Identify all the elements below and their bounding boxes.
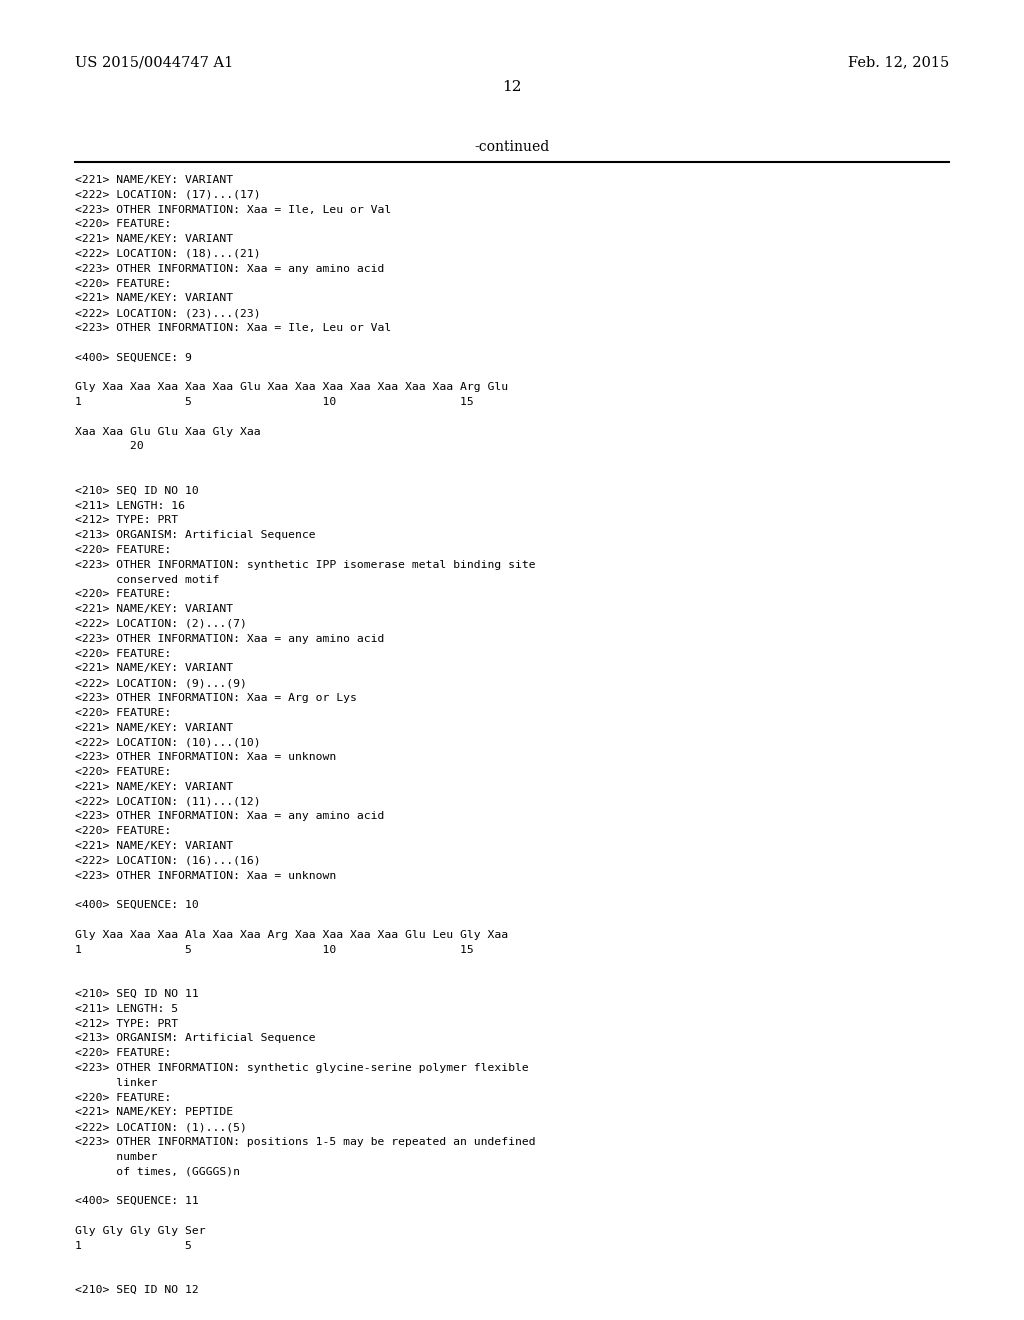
Text: 1               5                   10                  15: 1 5 10 15 xyxy=(75,945,474,954)
Text: -continued: -continued xyxy=(474,140,550,154)
Text: <221> NAME/KEY: VARIANT: <221> NAME/KEY: VARIANT xyxy=(75,781,233,792)
Text: <223> OTHER INFORMATION: Xaa = Ile, Leu or Val: <223> OTHER INFORMATION: Xaa = Ile, Leu … xyxy=(75,323,391,333)
Text: <222> LOCATION: (17)...(17): <222> LOCATION: (17)...(17) xyxy=(75,190,261,199)
Text: <220> FEATURE:: <220> FEATURE: xyxy=(75,219,171,230)
Text: of times, (GGGGS)n: of times, (GGGGS)n xyxy=(75,1167,240,1176)
Text: <220> FEATURE:: <220> FEATURE: xyxy=(75,545,171,554)
Text: <222> LOCATION: (9)...(9): <222> LOCATION: (9)...(9) xyxy=(75,678,247,688)
Text: <221> NAME/KEY: VARIANT: <221> NAME/KEY: VARIANT xyxy=(75,234,233,244)
Text: <221> NAME/KEY: VARIANT: <221> NAME/KEY: VARIANT xyxy=(75,722,233,733)
Text: <222> LOCATION: (11)...(12): <222> LOCATION: (11)...(12) xyxy=(75,796,261,807)
Text: <221> NAME/KEY: VARIANT: <221> NAME/KEY: VARIANT xyxy=(75,293,233,304)
Text: <213> ORGANISM: Artificial Sequence: <213> ORGANISM: Artificial Sequence xyxy=(75,1034,315,1043)
Text: Gly Gly Gly Gly Ser: Gly Gly Gly Gly Ser xyxy=(75,1226,206,1236)
Text: <210> SEQ ID NO 12: <210> SEQ ID NO 12 xyxy=(75,1284,199,1295)
Text: Feb. 12, 2015: Feb. 12, 2015 xyxy=(848,55,949,69)
Text: <222> LOCATION: (2)...(7): <222> LOCATION: (2)...(7) xyxy=(75,619,247,630)
Text: Gly Xaa Xaa Xaa Ala Xaa Xaa Arg Xaa Xaa Xaa Xaa Glu Leu Gly Xaa: Gly Xaa Xaa Xaa Ala Xaa Xaa Arg Xaa Xaa … xyxy=(75,929,508,940)
Text: <222> LOCATION: (16)...(16): <222> LOCATION: (16)...(16) xyxy=(75,855,261,866)
Text: <400> SEQUENCE: 9: <400> SEQUENCE: 9 xyxy=(75,352,191,363)
Text: <220> FEATURE:: <220> FEATURE: xyxy=(75,590,171,599)
Text: <210> SEQ ID NO 10: <210> SEQ ID NO 10 xyxy=(75,486,199,496)
Text: <212> TYPE: PRT: <212> TYPE: PRT xyxy=(75,1019,178,1028)
Text: <220> FEATURE:: <220> FEATURE: xyxy=(75,708,171,718)
Text: conserved motif: conserved motif xyxy=(75,574,219,585)
Text: 20: 20 xyxy=(75,441,143,451)
Text: linker: linker xyxy=(75,1078,158,1088)
Text: <220> FEATURE:: <220> FEATURE: xyxy=(75,767,171,777)
Text: <222> LOCATION: (23)...(23): <222> LOCATION: (23)...(23) xyxy=(75,308,261,318)
Text: 1               5                   10                  15: 1 5 10 15 xyxy=(75,397,474,407)
Text: <220> FEATURE:: <220> FEATURE: xyxy=(75,1093,171,1102)
Text: Gly Xaa Xaa Xaa Xaa Xaa Glu Xaa Xaa Xaa Xaa Xaa Xaa Xaa Arg Glu: Gly Xaa Xaa Xaa Xaa Xaa Glu Xaa Xaa Xaa … xyxy=(75,383,508,392)
Text: <223> OTHER INFORMATION: Xaa = any amino acid: <223> OTHER INFORMATION: Xaa = any amino… xyxy=(75,812,384,821)
Text: <221> NAME/KEY: PEPTIDE: <221> NAME/KEY: PEPTIDE xyxy=(75,1107,233,1118)
Text: <220> FEATURE:: <220> FEATURE: xyxy=(75,826,171,836)
Text: <212> TYPE: PRT: <212> TYPE: PRT xyxy=(75,515,178,525)
Text: <223> OTHER INFORMATION: Xaa = Ile, Leu or Val: <223> OTHER INFORMATION: Xaa = Ile, Leu … xyxy=(75,205,391,215)
Text: number: number xyxy=(75,1152,158,1162)
Text: <223> OTHER INFORMATION: synthetic glycine-serine polymer flexible: <223> OTHER INFORMATION: synthetic glyci… xyxy=(75,1063,528,1073)
Text: <221> NAME/KEY: VARIANT: <221> NAME/KEY: VARIANT xyxy=(75,176,233,185)
Text: 12: 12 xyxy=(502,81,522,94)
Text: <223> OTHER INFORMATION: Xaa = unknown: <223> OTHER INFORMATION: Xaa = unknown xyxy=(75,752,336,762)
Text: US 2015/0044747 A1: US 2015/0044747 A1 xyxy=(75,55,233,69)
Text: <220> FEATURE:: <220> FEATURE: xyxy=(75,279,171,289)
Text: <223> OTHER INFORMATION: synthetic IPP isomerase metal binding site: <223> OTHER INFORMATION: synthetic IPP i… xyxy=(75,560,536,570)
Text: <400> SEQUENCE: 11: <400> SEQUENCE: 11 xyxy=(75,1196,199,1206)
Text: Xaa Xaa Glu Glu Xaa Gly Xaa: Xaa Xaa Glu Glu Xaa Gly Xaa xyxy=(75,426,261,437)
Text: <220> FEATURE:: <220> FEATURE: xyxy=(75,1048,171,1059)
Text: <222> LOCATION: (10)...(10): <222> LOCATION: (10)...(10) xyxy=(75,738,261,747)
Text: <221> NAME/KEY: VARIANT: <221> NAME/KEY: VARIANT xyxy=(75,841,233,851)
Text: <222> LOCATION: (1)...(5): <222> LOCATION: (1)...(5) xyxy=(75,1122,247,1133)
Text: <221> NAME/KEY: VARIANT: <221> NAME/KEY: VARIANT xyxy=(75,664,233,673)
Text: <211> LENGTH: 5: <211> LENGTH: 5 xyxy=(75,1003,178,1014)
Text: <223> OTHER INFORMATION: Xaa = Arg or Lys: <223> OTHER INFORMATION: Xaa = Arg or Ly… xyxy=(75,693,357,704)
Text: <223> OTHER INFORMATION: positions 1-5 may be repeated an undefined: <223> OTHER INFORMATION: positions 1-5 m… xyxy=(75,1137,536,1147)
Text: <213> ORGANISM: Artificial Sequence: <213> ORGANISM: Artificial Sequence xyxy=(75,531,315,540)
Text: 1               5: 1 5 xyxy=(75,1241,191,1250)
Text: <220> FEATURE:: <220> FEATURE: xyxy=(75,648,171,659)
Text: <210> SEQ ID NO 11: <210> SEQ ID NO 11 xyxy=(75,989,199,999)
Text: <223> OTHER INFORMATION: Xaa = any amino acid: <223> OTHER INFORMATION: Xaa = any amino… xyxy=(75,634,384,644)
Text: <223> OTHER INFORMATION: Xaa = unknown: <223> OTHER INFORMATION: Xaa = unknown xyxy=(75,871,336,880)
Text: <223> OTHER INFORMATION: Xaa = any amino acid: <223> OTHER INFORMATION: Xaa = any amino… xyxy=(75,264,384,273)
Text: <221> NAME/KEY: VARIANT: <221> NAME/KEY: VARIANT xyxy=(75,605,233,614)
Text: <222> LOCATION: (18)...(21): <222> LOCATION: (18)...(21) xyxy=(75,249,261,259)
Text: <400> SEQUENCE: 10: <400> SEQUENCE: 10 xyxy=(75,900,199,911)
Text: <211> LENGTH: 16: <211> LENGTH: 16 xyxy=(75,500,185,511)
